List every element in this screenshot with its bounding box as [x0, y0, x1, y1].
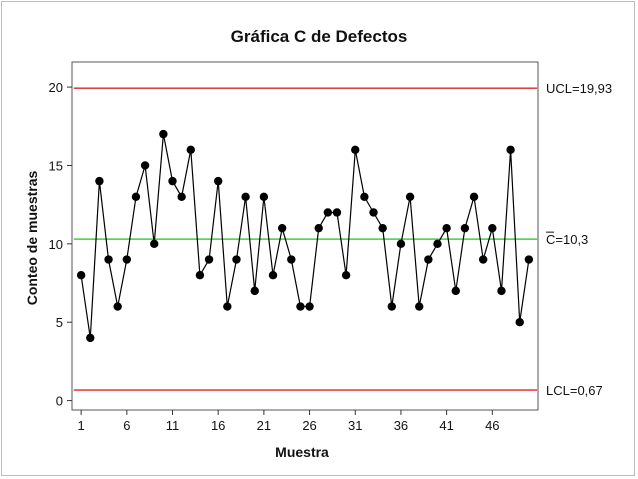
y-tick-label: 5 — [56, 315, 63, 330]
data-point — [332, 208, 342, 217]
data-point — [442, 223, 451, 233]
data-point — [478, 255, 488, 264]
data-point — [433, 239, 442, 249]
reference-lines: UCL=19,93 C=10,3 LCL=0,67 — [73, 81, 612, 398]
data-point — [497, 286, 506, 296]
y-tick-label: 20 — [49, 80, 63, 95]
data-point — [460, 223, 470, 233]
data-point — [140, 161, 150, 170]
data-point — [204, 255, 214, 264]
data-point — [415, 302, 424, 311]
data-point — [168, 176, 177, 186]
data-point — [323, 208, 333, 217]
data-series — [76, 129, 534, 343]
data-point — [76, 270, 86, 280]
data-point — [405, 192, 415, 202]
reference-line-label: C=10,3 — [546, 232, 588, 247]
data-point — [277, 223, 287, 233]
data-point — [159, 129, 168, 139]
data-point — [259, 192, 269, 202]
data-point — [113, 302, 122, 311]
data-point — [122, 255, 132, 264]
x-tick-label: 21 — [257, 418, 271, 433]
data-point — [515, 318, 524, 327]
data-point — [287, 255, 296, 264]
plot-area — [71, 61, 539, 411]
data-point — [131, 192, 141, 202]
x-tick-label: 6 — [123, 418, 130, 433]
data-point — [424, 255, 433, 264]
y-axis: 0 5 10 15 20 — [49, 80, 72, 409]
data-point — [314, 223, 323, 233]
y-tick-label: 0 — [56, 394, 63, 409]
x-tick-label: 46 — [485, 418, 499, 433]
reference-line-label: UCL=19,93 — [546, 81, 612, 96]
data-point — [506, 145, 515, 154]
data-point — [186, 145, 195, 154]
x-tick-label: 26 — [302, 418, 316, 433]
data-point — [268, 270, 278, 280]
x-axis-label: Muestra — [275, 444, 329, 460]
x-tick-label: 11 — [166, 418, 180, 433]
y-tick-label: 10 — [49, 237, 63, 252]
data-point — [378, 223, 387, 233]
data-point — [369, 208, 378, 217]
data-point — [488, 223, 497, 233]
data-point — [241, 192, 250, 202]
x-tick-label: 16 — [211, 418, 225, 433]
data-point — [223, 302, 232, 311]
y-axis-label: Conteo de muestras — [24, 170, 40, 305]
reference-line-label: LCL=0,67 — [546, 383, 603, 398]
data-point — [232, 255, 241, 264]
data-point — [177, 192, 186, 202]
data-point — [150, 239, 159, 249]
series-line — [80, 133, 530, 338]
data-point — [396, 239, 406, 249]
x-tick-label: 1 — [78, 418, 85, 433]
chart-title: Gráfica C de Defectos — [231, 27, 408, 46]
x-axis: 1 6 11 16 21 26 31 36 41 46 — [78, 410, 500, 433]
data-point — [451, 286, 460, 296]
data-point — [250, 286, 259, 296]
x-tick-label: 41 — [439, 418, 453, 433]
x-tick-label: 36 — [394, 418, 408, 433]
x-tick-label: 31 — [348, 418, 362, 433]
data-point — [351, 145, 360, 154]
y-tick-label: 15 — [49, 158, 63, 173]
data-point — [86, 333, 95, 343]
data-point — [95, 176, 104, 186]
data-point — [360, 192, 369, 202]
data-point — [341, 270, 351, 280]
data-point — [387, 302, 397, 311]
data-point — [195, 270, 205, 280]
data-point — [305, 302, 314, 311]
data-point — [104, 255, 113, 264]
data-point — [469, 192, 479, 202]
data-point — [524, 255, 534, 264]
data-point — [213, 176, 223, 186]
data-point — [296, 302, 305, 311]
